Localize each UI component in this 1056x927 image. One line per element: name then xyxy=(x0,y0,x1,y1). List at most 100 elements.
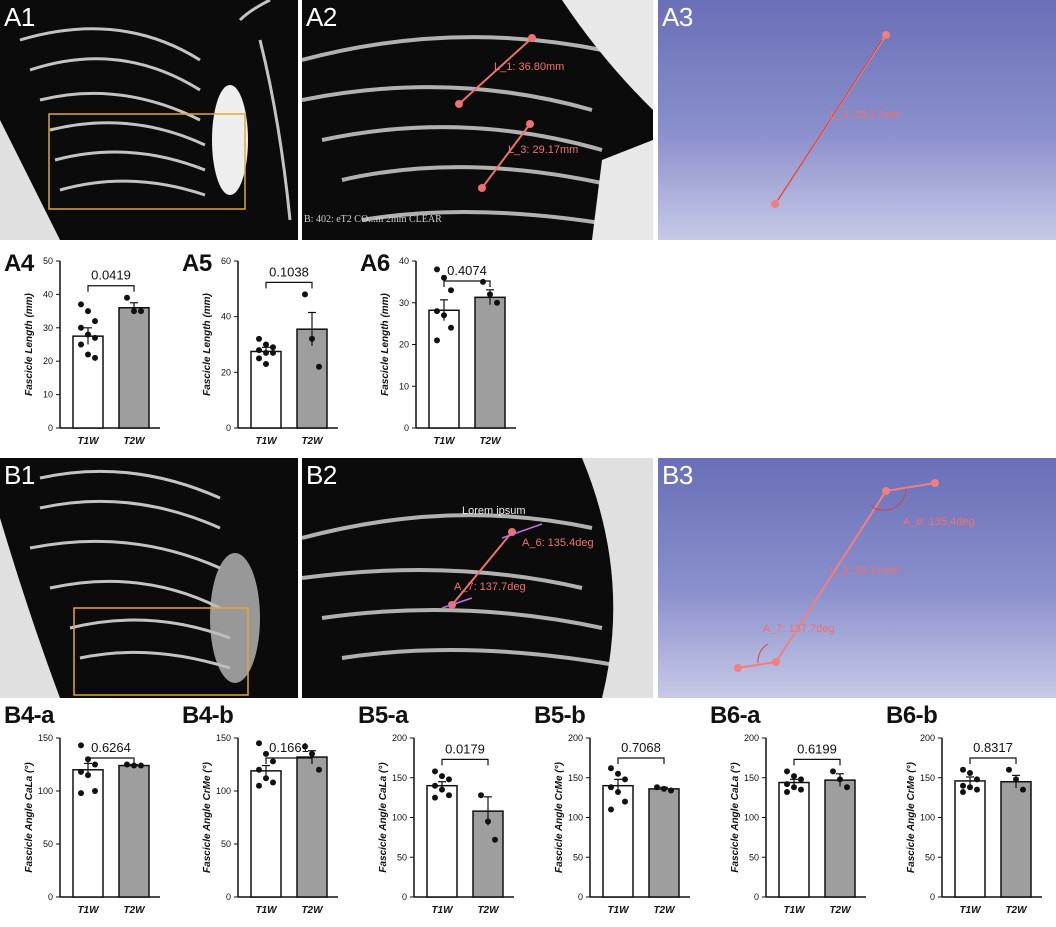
y-tick-label: 150 xyxy=(568,773,583,783)
data-point xyxy=(1006,766,1012,773)
y-tick-label: 0 xyxy=(930,892,935,902)
data-point xyxy=(302,743,308,750)
y-tick-label: 20 xyxy=(399,340,409,350)
significance-bracket xyxy=(265,281,313,289)
data-point xyxy=(78,341,84,348)
data-point xyxy=(844,784,850,791)
data-point xyxy=(492,836,498,843)
data-point xyxy=(439,773,445,780)
y-tick-label: 200 xyxy=(568,733,583,743)
chart-label-B4b: B4-b xyxy=(182,702,234,729)
data-point xyxy=(967,784,973,791)
data-point xyxy=(1013,776,1019,783)
p-value: 0.8317 xyxy=(973,740,1013,755)
bar-T2W xyxy=(648,788,680,898)
data-point xyxy=(622,798,628,805)
data-point xyxy=(92,761,98,768)
data-point xyxy=(837,776,843,783)
chart-label-B4a: B4-a xyxy=(4,702,55,729)
lorem-label: Lorem ipsum xyxy=(462,505,526,517)
data-point xyxy=(434,266,440,273)
data-point xyxy=(974,776,980,783)
data-point xyxy=(78,768,84,775)
y-tick-label: 0 xyxy=(48,892,53,902)
y-tick-label: 30 xyxy=(43,323,53,333)
data-point xyxy=(487,291,493,298)
panel-a2-mri: L_1: 36.80mm L_3: 29.17mm B: 402: eT2 CO… xyxy=(302,0,653,240)
x-tick-label: T1W xyxy=(431,905,454,916)
p-value: 0.6199 xyxy=(797,741,837,756)
bar-T2W xyxy=(472,810,504,898)
x-tick-label: T2W xyxy=(1005,905,1028,916)
y-tick-label: 200 xyxy=(920,733,935,743)
x-tick-label: T2W xyxy=(301,436,324,447)
data-point xyxy=(316,766,322,773)
annot-l1: L_1: 36.80mm xyxy=(494,61,564,73)
data-point xyxy=(798,786,804,793)
panel-a3-3d: L_3: 29.17mm A3 xyxy=(658,0,1056,240)
data-point xyxy=(441,274,447,281)
data-point xyxy=(85,351,91,358)
chart-label-A4: A4 xyxy=(4,250,34,277)
data-point xyxy=(256,347,262,354)
data-point xyxy=(256,355,262,362)
p-value: 0.6264 xyxy=(91,740,131,755)
x-tick-label: T1W xyxy=(77,436,100,447)
y-tick-label: 100 xyxy=(216,786,231,796)
data-point xyxy=(608,784,614,791)
data-point xyxy=(92,788,98,794)
y-tick-label: 50 xyxy=(43,256,53,266)
data-point xyxy=(485,818,491,825)
chart-A4: A4 0 10 20 30 40 50 Fascicle Length (mm) T1W T2W 0… xyxy=(0,248,180,458)
p-value: 0.1661 xyxy=(269,740,309,755)
significance-bracket xyxy=(265,757,313,764)
bar-T1W xyxy=(428,309,460,429)
panel-a1-mri: A1 xyxy=(0,0,298,240)
p-value: 0.0179 xyxy=(445,741,485,756)
x-tick-label: T2W xyxy=(479,436,502,447)
x-tick-label: T1W xyxy=(77,905,100,916)
chart-svg-B6a: 0 50 100 150 200 Fascicle Angle CaLa (°) T1W T2… xyxy=(730,733,866,916)
data-point xyxy=(480,278,486,285)
chart-label-B6a: B6-a xyxy=(710,702,761,729)
y-axis-label: Fascicle Angle CrMe (°) xyxy=(554,761,565,873)
measure-line-l3 xyxy=(481,123,531,189)
data-point xyxy=(309,335,315,342)
p-value: 0.1038 xyxy=(269,264,309,279)
chart-svg-B6b: 0 50 100 150 200 Fascicle Angle CrMe (°) T1W T2… xyxy=(906,733,1042,916)
chart-A5: A5 0 20 40 60 Fascicle Length (mm) T1W T2W 0.103… xyxy=(178,248,356,458)
data-point xyxy=(784,768,790,775)
data-point xyxy=(302,291,308,298)
data-point xyxy=(270,344,276,351)
data-point xyxy=(446,776,452,783)
data-point xyxy=(78,301,84,308)
panel-label-a1: A1 xyxy=(4,2,35,32)
y-tick-label: 0 xyxy=(754,892,759,902)
x-tick-label: T1W xyxy=(607,905,630,916)
data-point xyxy=(608,806,614,813)
data-point xyxy=(263,349,269,356)
data-point xyxy=(441,312,447,319)
data-point xyxy=(92,334,98,341)
data-point xyxy=(446,792,452,799)
y-tick-label: 50 xyxy=(221,839,231,849)
bar-T2W xyxy=(296,756,328,898)
y-tick-label: 200 xyxy=(744,733,759,743)
data-point xyxy=(78,742,84,749)
bar-T1W xyxy=(72,769,104,898)
data-point xyxy=(439,786,445,793)
annot-l3: L_3: 29.17mm xyxy=(508,144,578,156)
data-point xyxy=(615,770,621,777)
data-point xyxy=(784,789,790,796)
chart-svg-A4: 0 10 20 30 40 50 Fascicle Length (mm) T1W T2W 0.0… xyxy=(24,256,160,447)
panel-label-a2: A2 xyxy=(306,2,337,32)
data-point xyxy=(78,324,84,331)
data-point xyxy=(85,772,91,779)
data-point xyxy=(131,308,137,315)
data-point xyxy=(494,299,500,306)
y-tick-label: 0 xyxy=(226,892,231,902)
annot-l3-b3: L_3: 29.17mm xyxy=(830,565,900,577)
data-point xyxy=(85,308,91,315)
panel-label-b1: B1 xyxy=(4,460,35,490)
panel-label-a3: A3 xyxy=(662,2,693,32)
